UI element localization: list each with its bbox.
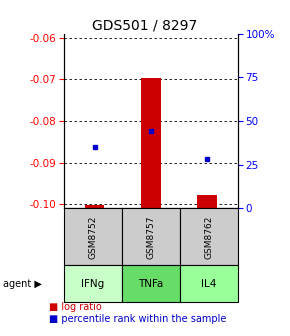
Bar — [64, 265, 122, 302]
Bar — [141, 78, 161, 208]
Bar — [180, 208, 238, 265]
Text: GSM8762: GSM8762 — [204, 215, 213, 259]
Bar — [180, 265, 238, 302]
Bar — [122, 208, 180, 265]
Bar — [64, 208, 122, 265]
Text: ■ log ratio: ■ log ratio — [49, 302, 102, 312]
Text: TNFa: TNFa — [138, 279, 164, 289]
Text: IL4: IL4 — [201, 279, 217, 289]
Text: agent ▶: agent ▶ — [3, 279, 42, 289]
Text: ■ percentile rank within the sample: ■ percentile rank within the sample — [49, 314, 227, 324]
Bar — [85, 205, 104, 208]
Bar — [122, 265, 180, 302]
Text: GSM8757: GSM8757 — [146, 215, 155, 259]
Text: IFNg: IFNg — [81, 279, 104, 289]
Text: GSM8752: GSM8752 — [88, 215, 97, 259]
Text: GDS501 / 8297: GDS501 / 8297 — [93, 18, 197, 33]
Bar — [197, 195, 217, 208]
